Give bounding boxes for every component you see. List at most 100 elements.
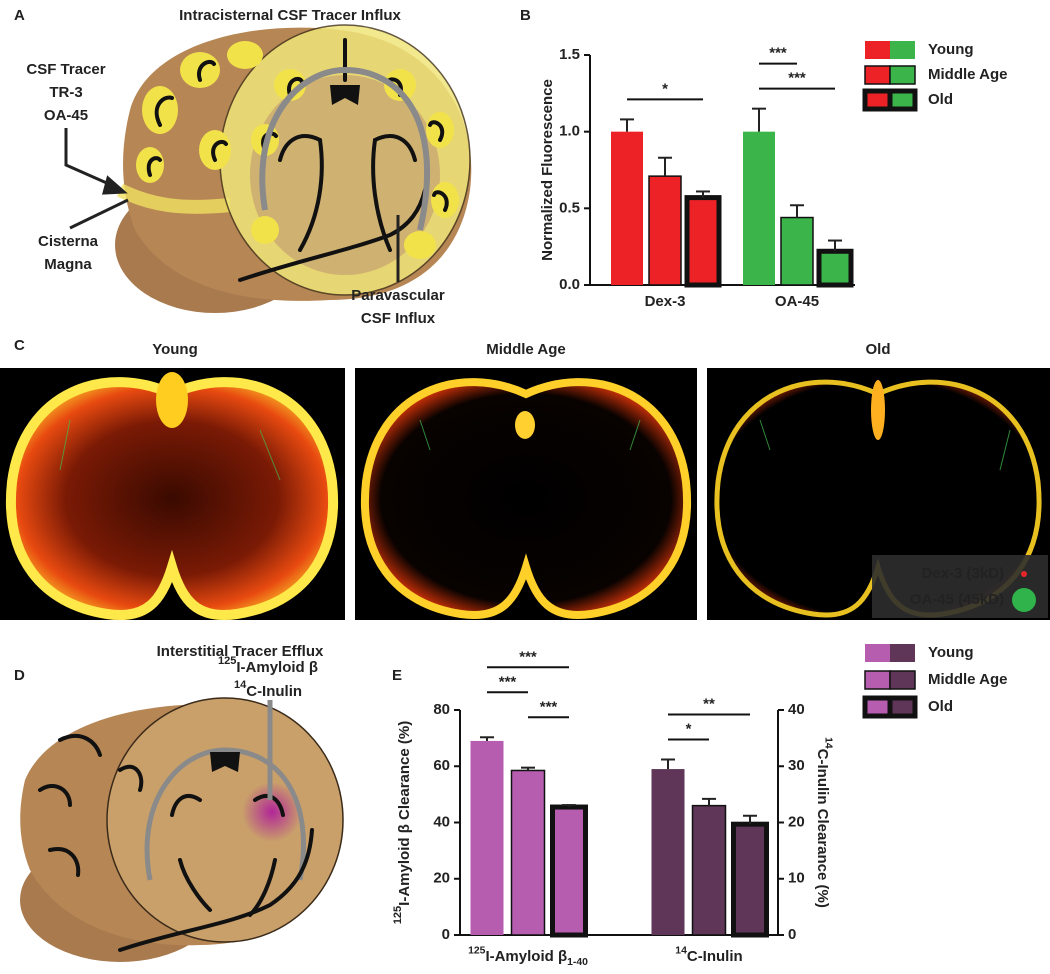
legend-swatch bbox=[889, 670, 916, 690]
bar bbox=[550, 804, 588, 938]
text-part: 14 bbox=[675, 945, 687, 956]
arrows-a bbox=[64, 128, 400, 282]
significance-label: *** bbox=[540, 698, 558, 715]
panel-letter: A bbox=[14, 7, 25, 24]
image-legend-dot bbox=[1021, 571, 1027, 577]
legend-label: Old bbox=[928, 91, 953, 108]
y-tick-label: 0 bbox=[442, 926, 450, 943]
tracer-heading: CSF Tracer bbox=[26, 61, 105, 78]
image-title: Young bbox=[152, 341, 198, 358]
panel-title: Interstitial Tracer Efflux bbox=[157, 643, 324, 660]
x-tick-label: 14C-Inulin bbox=[675, 945, 742, 965]
image-legend-label: OA-45 (45kD) bbox=[910, 591, 1004, 608]
cisterna-label: Magna bbox=[44, 256, 92, 273]
y-tick-label: 60 bbox=[433, 757, 450, 774]
significance-label: *** bbox=[769, 45, 787, 62]
y-tick-label: 0.0 bbox=[559, 276, 580, 293]
y-axis-label: 125I-Amyloid β Clearance (%) bbox=[392, 721, 413, 924]
image-legend-label: Dex-3 (3kD) bbox=[921, 565, 1004, 582]
y-tick-label: 1.5 bbox=[559, 46, 580, 63]
text-part: I-Amyloid β bbox=[485, 948, 567, 965]
text-part: C-Inulin bbox=[687, 948, 743, 965]
y2-tick-label: 40 bbox=[788, 701, 805, 718]
y2-tick-label: 0 bbox=[788, 926, 796, 943]
text-part: 14 bbox=[823, 737, 834, 749]
panel-letter: B bbox=[520, 7, 531, 24]
legend-swatch bbox=[864, 65, 891, 85]
legend-swatch bbox=[890, 644, 915, 662]
y-tick-label: 40 bbox=[433, 813, 450, 830]
legend-label: Middle Age bbox=[928, 66, 1007, 83]
text-part: 125 bbox=[218, 655, 236, 667]
bar bbox=[691, 804, 727, 936]
bar bbox=[648, 175, 682, 286]
y2-tick-label: 10 bbox=[788, 870, 805, 887]
panel-letter: D bbox=[14, 667, 25, 684]
legend-swatch bbox=[862, 695, 893, 719]
legend-label: Middle Age bbox=[928, 671, 1007, 688]
bar bbox=[611, 131, 643, 285]
significance-label: * bbox=[686, 720, 692, 737]
image-title: Middle Age bbox=[486, 341, 565, 358]
text-part: C-Inulin bbox=[246, 683, 302, 700]
legend-swatch bbox=[862, 88, 893, 112]
brain-illustration-a bbox=[115, 24, 472, 313]
bar bbox=[684, 195, 722, 288]
significance-label: * bbox=[662, 80, 668, 97]
paravascular-label: Paravascular bbox=[351, 287, 445, 304]
y2-tick-label: 30 bbox=[788, 757, 805, 774]
cisterna-label: Cisterna bbox=[38, 233, 99, 250]
legend-swatch bbox=[864, 670, 891, 690]
microscopy-images bbox=[0, 368, 1050, 620]
y2-axis-label: 14C-Inulin Clearance (%) bbox=[814, 737, 834, 908]
text-part: I-Amyloid β bbox=[236, 659, 318, 676]
x-tick-label: 125I-Amyloid β1-40 bbox=[468, 945, 588, 967]
panel-letter: E bbox=[392, 667, 402, 684]
text-part: C-Inulin Clearance (%) bbox=[814, 749, 831, 908]
tracer-label: 125I-Amyloid β bbox=[218, 655, 318, 676]
text-part: I-Amyloid β Clearance (%) bbox=[396, 721, 413, 906]
y-tick-label: 80 bbox=[433, 701, 450, 718]
panel-letter: C bbox=[14, 337, 25, 354]
y-tick-label: 1.0 bbox=[559, 123, 580, 140]
legend-swatch bbox=[887, 695, 918, 719]
bar bbox=[731, 821, 769, 938]
significance-label: ** bbox=[703, 695, 715, 712]
significance-label: *** bbox=[499, 673, 517, 690]
legend-swatch bbox=[889, 65, 916, 85]
legend-label: Young bbox=[928, 644, 974, 661]
legend-swatch bbox=[887, 88, 918, 112]
y-tick-label: 0.5 bbox=[559, 199, 580, 216]
text-part: 125 bbox=[468, 945, 486, 956]
y-tick-label: 20 bbox=[433, 870, 450, 887]
image-legend-dot bbox=[1012, 588, 1036, 612]
legend-label: Old bbox=[928, 698, 953, 715]
y2-tick-label: 20 bbox=[788, 813, 805, 830]
legend-swatch bbox=[890, 41, 915, 59]
x-tick-label: Dex-3 bbox=[645, 293, 686, 310]
x-tick-label: OA-45 bbox=[775, 293, 819, 310]
brain-illustration-d bbox=[20, 697, 344, 962]
text-part: 14 bbox=[234, 679, 247, 691]
bar bbox=[510, 769, 546, 936]
bar bbox=[470, 740, 504, 935]
paravascular-label: CSF Influx bbox=[361, 310, 436, 327]
legend-swatch bbox=[865, 644, 890, 662]
bar bbox=[651, 769, 685, 935]
significance-label: *** bbox=[788, 70, 806, 87]
y-axis-label: Normalized Fluorescence bbox=[539, 79, 556, 261]
tracer-label: TR-3 bbox=[49, 84, 82, 101]
significance-label: *** bbox=[519, 648, 537, 665]
text-part: 125 bbox=[392, 906, 404, 924]
bar bbox=[743, 131, 775, 285]
panel-title: Intracisternal CSF Tracer Influx bbox=[179, 7, 401, 24]
image-title: Old bbox=[866, 341, 891, 358]
legend-label: Young bbox=[928, 41, 974, 58]
legend-swatch bbox=[865, 41, 890, 59]
tracer-label: 14C-Inulin bbox=[234, 679, 302, 700]
bar bbox=[816, 248, 854, 288]
text-part: 1-40 bbox=[567, 957, 588, 968]
bar bbox=[780, 216, 814, 286]
tracer-label: OA-45 bbox=[44, 107, 88, 124]
